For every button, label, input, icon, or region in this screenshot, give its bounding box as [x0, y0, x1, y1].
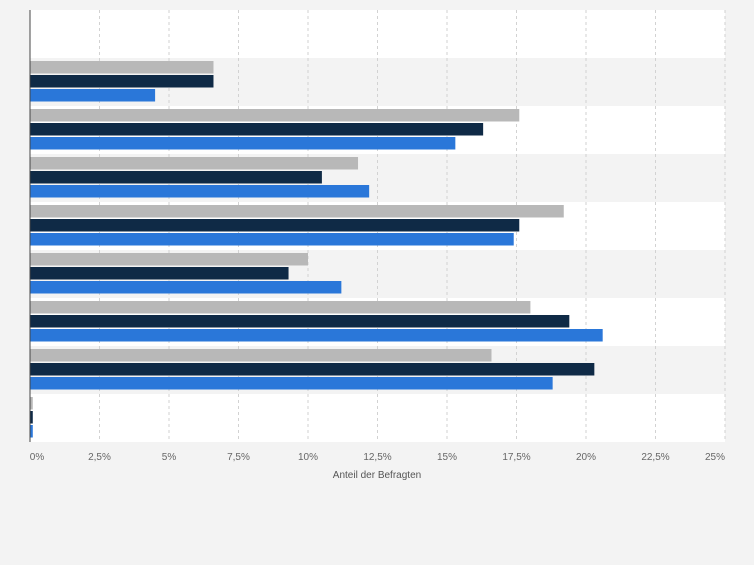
bar-cat7-series2 [30, 425, 33, 438]
x-axis-title: Anteil der Befragten [333, 470, 421, 481]
x-tick-label-5: 12,5% [363, 452, 391, 463]
bar-cat2-series1 [30, 171, 322, 184]
bar-cat4-series0 [30, 253, 308, 266]
x-tick-label-7: 17,5% [502, 452, 530, 463]
bar-cat4-series1 [30, 267, 289, 280]
x-tick-label-10: 25% [705, 452, 725, 463]
x-tick-label-1: 2,5% [88, 452, 111, 463]
bar-cat0-series1 [30, 75, 214, 88]
x-tick-label-0: 0% [30, 452, 45, 463]
bar-cat7-series0 [30, 397, 33, 410]
x-tick-labels: 0% 2,5% 5% 7,5% 10% 12,5% 15% 17,5% 20% 22,5% 25% [30, 452, 725, 463]
bar-cat2-series0 [30, 157, 359, 170]
bar-cat3-series2 [30, 233, 514, 246]
x-tick-label-9: 22,5% [641, 452, 669, 463]
bar-cat0-series0 [30, 61, 214, 74]
bar-cat3-series0 [30, 205, 564, 218]
bar-cat7-series1 [30, 411, 33, 424]
bar-cat5-series0 [30, 301, 531, 314]
bar-cat4-series2 [30, 281, 342, 294]
x-tick-label-8: 20% [576, 452, 596, 463]
bar-cat2-series2 [30, 185, 370, 198]
bar-cat1-series0 [30, 109, 520, 122]
bar-cat6-series2 [30, 377, 553, 390]
x-tick-label-6: 15% [437, 452, 457, 463]
bar-cat0-series2 [30, 89, 156, 102]
bar-cat3-series1 [30, 219, 520, 232]
bars [30, 61, 603, 438]
x-tick-label-2: 5% [162, 452, 177, 463]
bar-cat6-series0 [30, 349, 492, 362]
x-tick-label-3: 7,5% [227, 452, 250, 463]
bar-cat1-series1 [30, 123, 484, 136]
bar-cat5-series1 [30, 315, 570, 328]
x-tick-label-4: 10% [298, 452, 318, 463]
bar-cat1-series2 [30, 137, 456, 150]
bar-cat6-series1 [30, 363, 595, 376]
bar-cat5-series2 [30, 329, 603, 342]
